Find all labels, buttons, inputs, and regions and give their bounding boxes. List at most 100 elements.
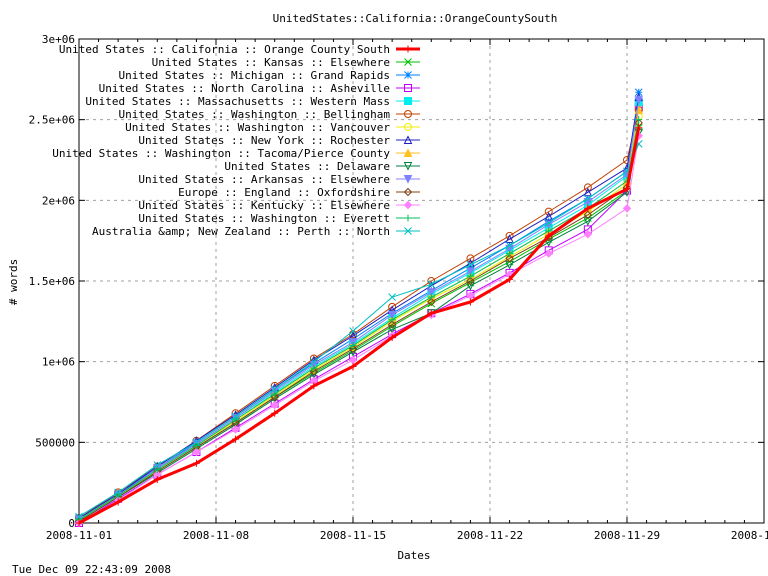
marker-x (192, 438, 201, 447)
series-line (78, 101, 640, 521)
timestamp: Tue Dec 09 22:43:09 2008 (12, 563, 171, 576)
marker-x (114, 488, 122, 497)
legend-label: United States :: Washington :: Everett (138, 212, 390, 225)
marker-plus (349, 342, 357, 350)
marker-triangle (505, 234, 514, 244)
legend-label: United States :: Delaware (224, 160, 390, 173)
legend-entry: United States :: Kentucky :: Elsewhere (138, 199, 420, 212)
marker-x (404, 58, 412, 66)
marker-triangle-down (403, 175, 413, 184)
marker-diamond (622, 204, 632, 213)
marker-plus (75, 519, 83, 527)
series-line (78, 135, 640, 524)
marker-x (466, 261, 475, 269)
marker-diamond (403, 200, 413, 210)
marker-triangle-down (403, 162, 413, 171)
marker-plus (114, 492, 122, 500)
series-line (78, 122, 640, 522)
marker-plus (192, 442, 200, 450)
marker-plus (232, 435, 240, 443)
plot-border (78, 38, 765, 524)
marker-plus (153, 475, 161, 483)
marker-diamond (231, 425, 240, 434)
y-tick-label: 1.5e+06 (29, 275, 75, 288)
legend-entry: United States :: California :: Orange Co… (59, 43, 420, 56)
legend-entry: United States :: Washington :: Vancouver (125, 121, 420, 134)
marker-x (404, 227, 412, 235)
marker-x (388, 293, 396, 301)
marker-plus (635, 124, 643, 132)
series-14 (75, 140, 643, 521)
marker-star (404, 71, 412, 79)
marker-plus (310, 382, 318, 390)
legend-entry: United States :: Massachusetts :: Wester… (85, 95, 420, 108)
marker-plus (310, 364, 318, 372)
x-tick-label: 2008-11-22 (457, 529, 523, 542)
x-tick-label: 2008-11-15 (320, 529, 386, 542)
marker-plus (466, 272, 474, 280)
marker-plus (349, 363, 357, 371)
marker-plus (506, 275, 514, 283)
marker-x (427, 280, 436, 289)
series-line (78, 143, 640, 517)
marker-plus (506, 250, 514, 258)
series-line (78, 100, 640, 521)
marker-x (349, 327, 357, 335)
legend-label: United States :: California :: Orange Co… (59, 43, 390, 56)
y-tick-label: 2.5e+06 (29, 114, 75, 127)
marker-square (404, 84, 412, 92)
y-tick-label: 2e+06 (42, 194, 75, 207)
marker-plus (427, 293, 435, 301)
marker-x (270, 385, 279, 393)
marker-diamond (505, 254, 514, 263)
y-tick-label: 3e+06 (42, 33, 75, 46)
marker-diamond (427, 297, 436, 307)
marker-plus (404, 214, 412, 222)
chart-title: UnitedStates::California::OrangeCountySo… (273, 12, 558, 25)
marker-star (634, 88, 643, 97)
axes: 0 500000 1e+06 1.5e+06 2e+06 2.5e+06 3e+06 2008… (29, 33, 768, 542)
marker-triangle-down (466, 281, 475, 291)
marker-triangle (403, 135, 413, 144)
legend-entry: United States :: Delaware (224, 160, 420, 173)
marker-plus (404, 45, 412, 53)
marker-circle (544, 207, 553, 216)
marker-plus (271, 390, 279, 398)
marker-x (153, 461, 162, 469)
marker-plus (545, 232, 553, 240)
legend-label: Australia &amp; New Zealand :: Perth :: … (92, 225, 390, 238)
marker-x (75, 512, 83, 521)
marker-x (584, 194, 592, 203)
legend-entry: United States :: Arkansas :: Elsewhere (138, 173, 420, 186)
marker-triangle-down (466, 267, 475, 276)
marker-diamond (544, 249, 553, 258)
series-line (78, 92, 640, 519)
marker-circle (466, 254, 475, 263)
marker-plus (114, 498, 122, 506)
marker-diamond (270, 401, 279, 410)
marker-diamond (583, 230, 593, 239)
marker-triangle-down (426, 288, 436, 297)
marker-triangle (403, 148, 413, 157)
legend-label: United States :: New York :: Rochester (138, 134, 390, 147)
marker-plus (635, 116, 643, 124)
legend-entry: United States :: New York :: Rochester (138, 134, 420, 147)
marker-plus (584, 204, 592, 212)
series-line (78, 127, 641, 525)
y-tick-label: 0 (68, 517, 75, 530)
marker-x (505, 241, 514, 250)
series-line (78, 132, 640, 522)
marker-plus (623, 185, 631, 193)
marker-circle (404, 123, 412, 131)
legend-label: United States :: Kansas :: Elsewhere (152, 56, 390, 69)
marker-plus (232, 416, 240, 424)
marker-triangle-down (387, 325, 397, 335)
legend-label: United States :: Massachusetts :: Wester… (85, 95, 390, 108)
marker-triangle (583, 187, 593, 197)
legend-label: United States :: Kentucky :: Elsewhere (138, 199, 390, 212)
legend-entry: Australia &amp; New Zealand :: Perth :: … (92, 225, 420, 238)
marker-diamond (348, 355, 358, 365)
legend-label: United States :: Washington :: Tacoma/Pi… (52, 147, 390, 160)
legend-entry: United States :: North Carolina :: Ashev… (99, 82, 420, 95)
